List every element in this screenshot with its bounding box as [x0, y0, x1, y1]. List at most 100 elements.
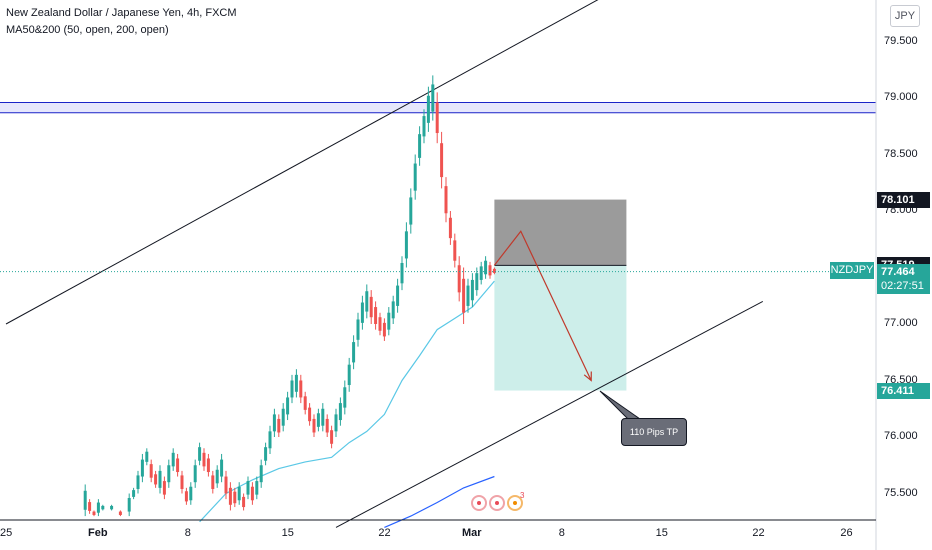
time-tick-label: 26 — [840, 527, 853, 539]
candle-body — [457, 265, 461, 293]
price-tag: 77.464 — [877, 263, 930, 280]
price-tick-label: 75.500 — [884, 486, 918, 499]
candle-body — [246, 481, 250, 495]
time-tick-label: 25 — [0, 527, 13, 539]
candle-body — [396, 285, 400, 306]
candle-body — [140, 459, 144, 477]
candle-body — [338, 403, 342, 421]
candle-body — [92, 511, 96, 515]
candle-body — [303, 396, 307, 410]
candle-body — [171, 452, 175, 467]
ma50-line — [199, 280, 495, 523]
candle-body — [413, 163, 417, 191]
candle-body — [215, 469, 219, 484]
price-tick-label: 76.500 — [884, 373, 918, 386]
candle-body — [334, 414, 338, 432]
candle-body — [88, 502, 92, 511]
candle-body — [312, 418, 316, 433]
candle-body — [250, 486, 254, 501]
candle-body — [264, 447, 268, 461]
candle-body — [369, 296, 373, 318]
projection-arrowhead — [583, 371, 592, 382]
candle-body — [237, 486, 241, 501]
candle-body — [202, 452, 206, 467]
candle-body — [321, 408, 325, 426]
time-tick-label: 15 — [281, 527, 294, 539]
candle-body — [259, 465, 263, 483]
candle-body — [343, 387, 347, 408]
candle-body — [220, 459, 224, 477]
candle-body — [211, 475, 215, 489]
price-tick-label: 78.500 — [884, 147, 918, 160]
moving-averages — [199, 280, 495, 528]
candle-body — [440, 143, 444, 178]
candle-body — [154, 474, 158, 485]
candle-body — [149, 464, 153, 478]
event-count: 3 — [520, 491, 525, 500]
target-callout[interactable]: 110 Pips TP — [621, 418, 687, 446]
projection-path — [493, 230, 592, 381]
symbol-price-tag: NZDJPY — [830, 262, 874, 279]
candle-body — [404, 231, 408, 259]
candle-body — [330, 430, 334, 444]
event-icon[interactable] — [507, 495, 523, 511]
candle-body — [286, 397, 290, 415]
time-tick-label: 22 — [752, 527, 765, 539]
candle-body — [136, 475, 140, 489]
upper-trendline — [5, 0, 599, 325]
candle-body — [255, 481, 259, 495]
event-icon[interactable] — [471, 495, 487, 511]
price-tick-label: 79.500 — [884, 34, 918, 47]
candle-body — [206, 458, 210, 473]
candle-body — [466, 285, 470, 306]
candle-body — [365, 291, 369, 312]
candle-body — [488, 265, 492, 276]
callout-pointer — [599, 390, 642, 420]
time-tick-label: Mar — [462, 527, 482, 539]
candle-body — [189, 486, 193, 501]
candle-body — [325, 418, 329, 433]
candle-body — [387, 312, 391, 330]
lower-trendline — [335, 300, 764, 528]
time-tick-label: 8 — [558, 527, 565, 539]
take-profit-zone — [494, 265, 627, 391]
time-tick-label: 15 — [655, 527, 668, 539]
candle-body — [453, 240, 457, 261]
price-tick-label: 77.000 — [884, 317, 918, 329]
candle-body — [132, 490, 136, 497]
price-tick-label: 76.000 — [884, 430, 918, 442]
currency-button[interactable]: JPY — [890, 5, 920, 27]
time-tick-label: 8 — [184, 527, 191, 539]
candle-body — [110, 505, 114, 510]
candle-body — [426, 95, 430, 123]
candle-body — [228, 487, 232, 505]
price-tick-label: 79.000 — [884, 91, 918, 103]
candle-body — [347, 364, 351, 386]
candle-body — [294, 374, 298, 392]
candle-body — [233, 491, 237, 504]
candle-body — [96, 502, 100, 513]
candles — [83, 75, 496, 517]
event-icon[interactable] — [489, 495, 505, 511]
candle-body — [448, 217, 452, 239]
candle-body — [444, 186, 448, 214]
chart-legend: New Zealand Dollar / Japanese Yen, 4h, F… — [6, 5, 237, 39]
price-tag: 76.411 — [877, 382, 930, 399]
candle-body — [167, 465, 171, 483]
candle-body — [268, 431, 272, 449]
candle-body — [83, 490, 87, 510]
candle-body — [118, 511, 122, 515]
candle-body — [475, 273, 479, 291]
candle-body — [374, 307, 378, 324]
symbol-title[interactable]: New Zealand Dollar / Japanese Yen, 4h, F… — [6, 7, 237, 19]
candle-body — [145, 451, 149, 462]
candle-body — [290, 380, 294, 398]
candle-body — [470, 279, 474, 301]
indicator-label[interactable]: MA50&200 (50, open, 200, open) — [6, 24, 169, 36]
candle-body — [316, 413, 320, 427]
candle-body — [400, 262, 404, 284]
candle-body — [224, 476, 228, 494]
candle-body — [378, 317, 382, 331]
candle-body — [492, 268, 496, 273]
